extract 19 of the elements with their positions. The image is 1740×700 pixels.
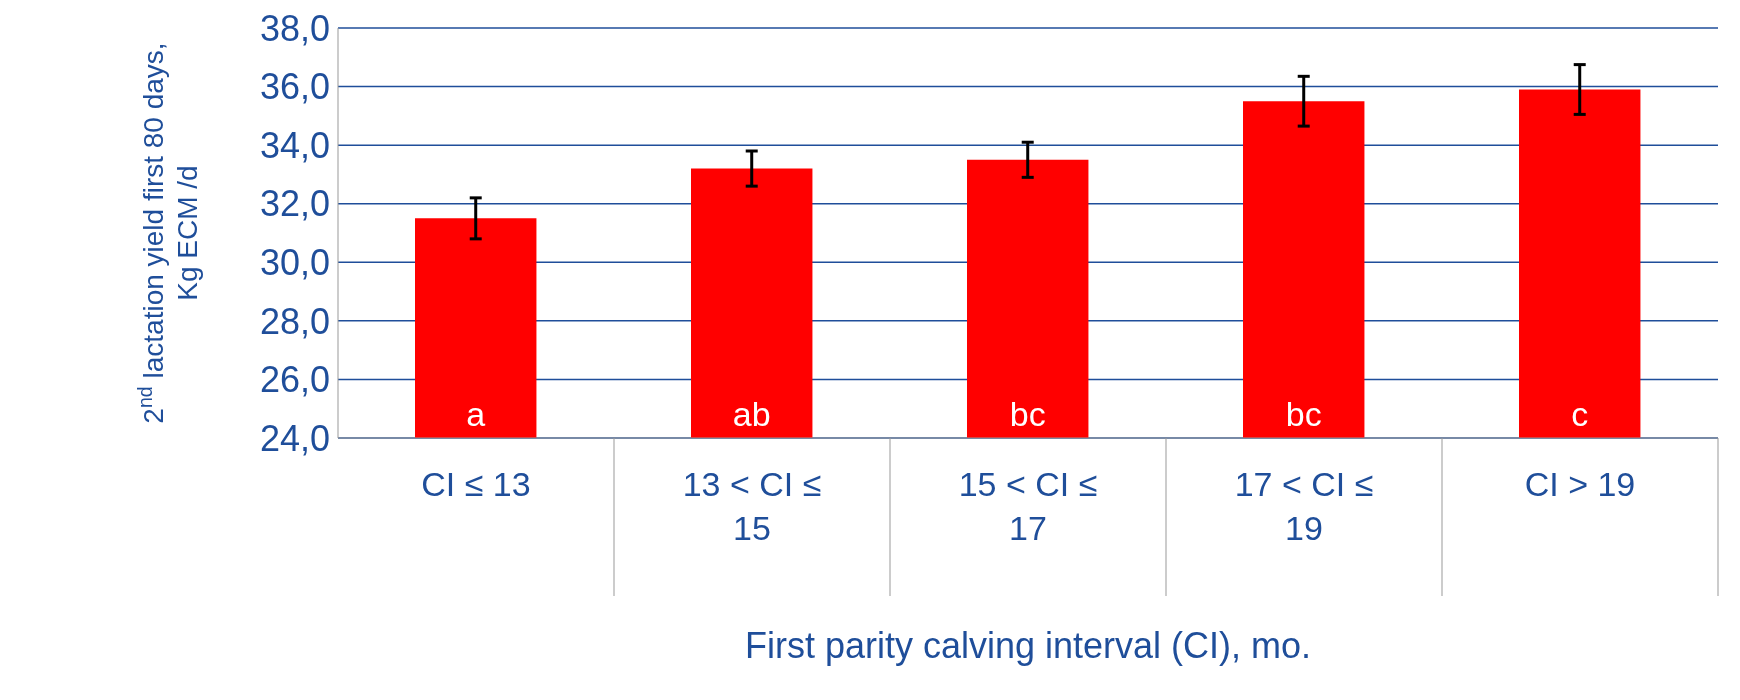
y-tick-label: 30,0: [259, 242, 330, 284]
y-tick-label: 38,0: [259, 7, 330, 49]
annotation: bc: [1009, 395, 1046, 433]
annotation: ab: [732, 395, 771, 433]
y-tick-label: 32,0: [259, 183, 330, 225]
y-tick-label: 36,0: [259, 66, 330, 108]
y-tick-label: 34,0: [259, 124, 330, 166]
annotation: bc: [1285, 395, 1322, 433]
annotation: c: [1571, 395, 1589, 433]
x-tick-label: 17 < CI ≤ 19: [1234, 465, 1374, 547]
y-tick-label: 24,0: [259, 417, 330, 459]
x-tick-label: CI ≤ 13: [421, 465, 531, 503]
x-tick-label: CI > 19: [1524, 465, 1636, 503]
x-tick-label: 13 < CI ≤ 15: [682, 465, 822, 547]
x-axis-title: First parity calving interval (CI), mo.: [744, 625, 1312, 666]
y-tick-label: 28,0: [259, 300, 330, 342]
annotation: a: [466, 395, 486, 433]
y-tick-label: 26,0: [259, 359, 330, 401]
x-tick-label: 15 < CI ≤ 17: [958, 465, 1098, 547]
